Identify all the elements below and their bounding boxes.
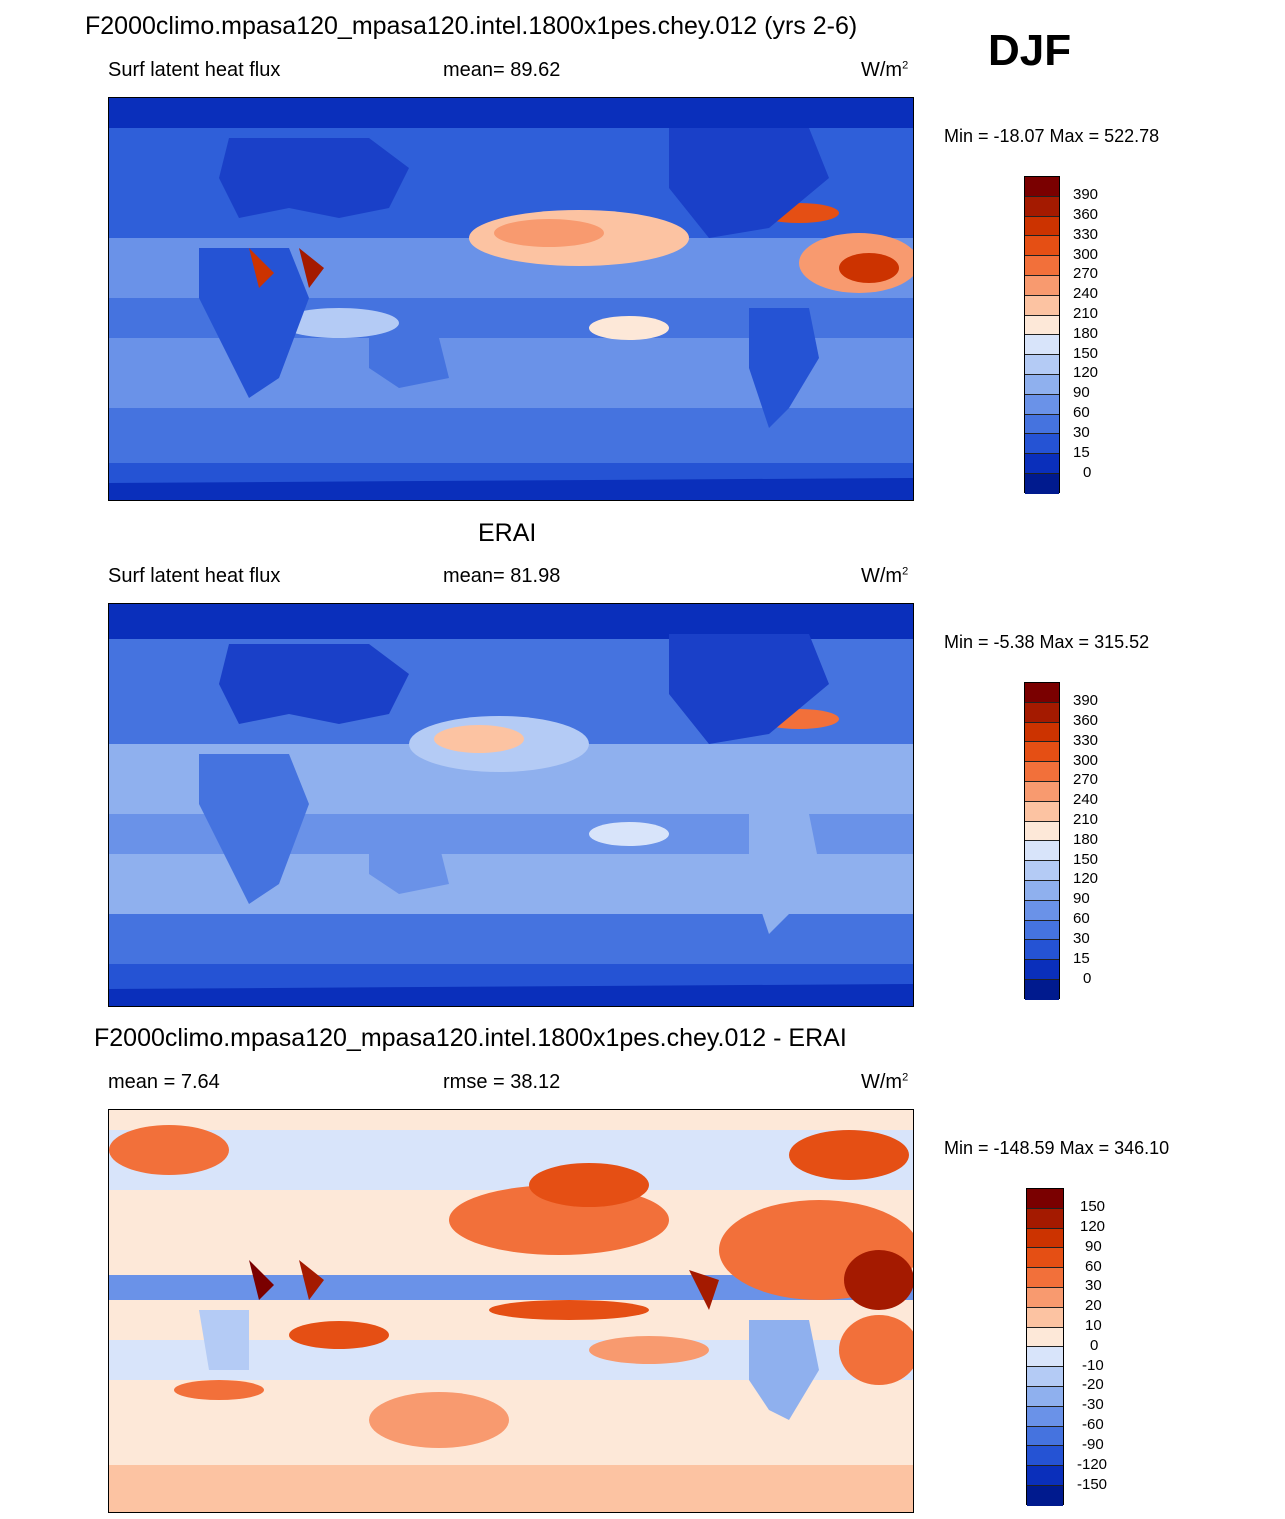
panel3-unit: W/m2 xyxy=(861,1071,909,1093)
panel2-legend-tick: 360 xyxy=(1073,712,1099,729)
panel3-legend-tick: 150 xyxy=(1080,1198,1106,1215)
panel1-legend-tick: 90 xyxy=(1073,384,1090,401)
panel2-legend-tick: 90 xyxy=(1073,890,1090,907)
panel3-mean-label: mean = 7.64 xyxy=(108,1071,220,1093)
panel1-legend-tick: 240 xyxy=(1073,285,1099,302)
panel3-legend-tick: 0 xyxy=(1090,1337,1099,1354)
panel1-map xyxy=(108,97,914,501)
panel3-legend-tick: -150 xyxy=(1077,1476,1108,1493)
panel1-legend-tick: 0 xyxy=(1083,464,1092,481)
panel3-legend-tick: 90 xyxy=(1085,1238,1102,1255)
panel1-legend-bar xyxy=(1024,176,1060,494)
panel3-legend-tick: -10 xyxy=(1082,1357,1104,1374)
panel3-legend-tick: 120 xyxy=(1080,1218,1106,1235)
panel1-legend-tick: 390 xyxy=(1073,186,1099,203)
panel2-legend-tick: 30 xyxy=(1073,930,1090,947)
panel2-legend-tick: 15 xyxy=(1073,950,1090,967)
panel3-legend-tick: -30 xyxy=(1082,1396,1104,1413)
panel1-legend-tick: 300 xyxy=(1073,246,1099,263)
panel2-mean-label: mean= 81.98 xyxy=(443,565,561,587)
panel1-legend-tick: 210 xyxy=(1073,305,1099,322)
panel2-legend-tick: 180 xyxy=(1073,831,1099,848)
panel2-legend-tick: 210 xyxy=(1073,811,1099,828)
panel3-legend-tick: -60 xyxy=(1082,1416,1104,1433)
panel2-minmax: Min = -5.38 Max = 315.52 xyxy=(944,632,1150,652)
panel3-title: F2000climo.mpasa120_mpasa120.intel.1800x… xyxy=(94,1024,847,1052)
panel3-legend-tick: -120 xyxy=(1077,1456,1108,1473)
panel3-legend-bar xyxy=(1026,1188,1064,1506)
panel1-legend-tick: 330 xyxy=(1073,226,1099,243)
panel3-minmax: Min = -148.59 Max = 346.10 xyxy=(944,1138,1170,1158)
panel1-title: F2000climo.mpasa120_mpasa120.intel.1800x… xyxy=(85,12,858,40)
panel1-minmax: Min = -18.07 Max = 522.78 xyxy=(944,126,1160,146)
panel1-legend-tick: 150 xyxy=(1073,345,1099,362)
panel2-legend-bar xyxy=(1024,682,1060,1000)
panel2-legend-tick: 270 xyxy=(1073,771,1099,788)
panel1-legend-tick: 60 xyxy=(1073,404,1090,421)
panel2-title: ERAI xyxy=(478,519,537,547)
panel2-legend-tick: 120 xyxy=(1073,870,1099,887)
season-label: DJF xyxy=(988,26,1072,75)
panel2-legend-tick: 150 xyxy=(1073,851,1099,868)
panel2-legend-tick: 330 xyxy=(1073,732,1099,749)
panel2-unit: W/m2 xyxy=(861,565,909,587)
panel3-map xyxy=(108,1109,914,1513)
panel1-legend-tick: 180 xyxy=(1073,325,1099,342)
panel3-legend-tick: 10 xyxy=(1085,1317,1102,1334)
panel2-legend-tick: 390 xyxy=(1073,692,1099,709)
panel1-legend-tick: 270 xyxy=(1073,265,1099,282)
panel3-legend-tick: 30 xyxy=(1085,1277,1102,1294)
panel2-legend-tick: 60 xyxy=(1073,910,1090,927)
panel1-legend-tick: 120 xyxy=(1073,364,1099,381)
panel3-legend-tick: -20 xyxy=(1082,1376,1104,1393)
panel1-unit: W/m2 xyxy=(861,59,909,81)
panel2-legend-tick: 300 xyxy=(1073,752,1099,769)
panel3-legend-tick: 20 xyxy=(1085,1297,1102,1314)
panel1-mean-label: mean= 89.62 xyxy=(443,59,561,81)
panel2-map xyxy=(108,603,914,1007)
panel2-legend-tick: 240 xyxy=(1073,791,1099,808)
panel3-legend-tick: 60 xyxy=(1085,1258,1102,1275)
panel1-legend-tick: 30 xyxy=(1073,424,1090,441)
panel1-legend-tick: 360 xyxy=(1073,206,1099,223)
panel3-legend-tick: -90 xyxy=(1082,1436,1104,1453)
panel3-rmse-label: rmse = 38.12 xyxy=(443,1071,561,1093)
panel1-legend-tick: 15 xyxy=(1073,444,1090,461)
panel1-variable-label: Surf latent heat flux xyxy=(108,59,281,81)
panel2-legend-tick: 0 xyxy=(1083,970,1092,987)
panel2-variable-label: Surf latent heat flux xyxy=(108,565,281,587)
